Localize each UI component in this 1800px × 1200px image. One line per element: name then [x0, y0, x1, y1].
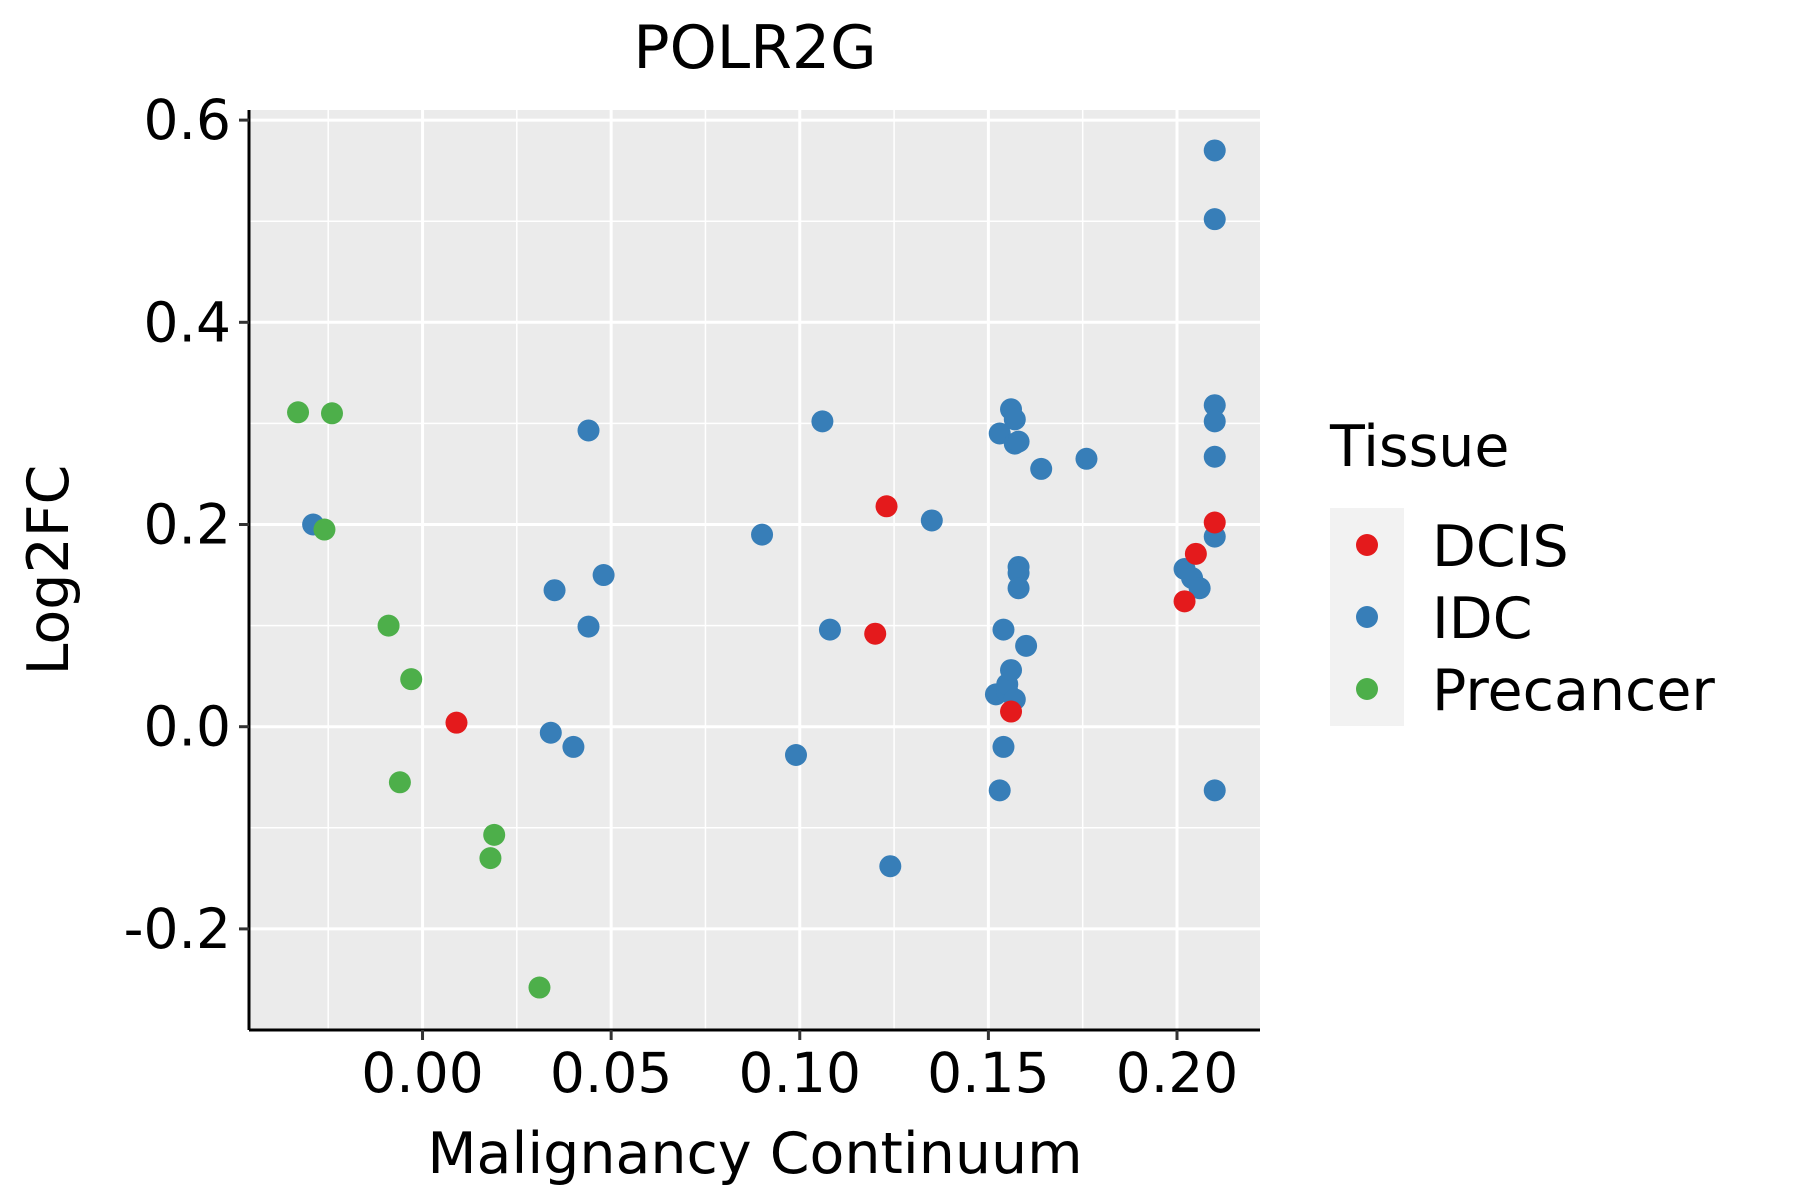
legend-key-precancer	[1356, 678, 1378, 700]
legend-label-precancer: Precancer	[1432, 658, 1715, 724]
y-axis-title: Log2FC	[16, 465, 82, 676]
point-precancer	[483, 823, 506, 846]
point-idc	[1015, 634, 1038, 657]
x-tick-label: 0.00	[361, 1041, 483, 1105]
point-precancer	[479, 847, 502, 870]
legend-key-dcis	[1356, 534, 1378, 556]
y-tick-label: 0.0	[144, 695, 231, 759]
axis-ticks: 0.00 0.05 0.10 0.15 0.20 -0.2 0.0 0.2 0.4 0.6	[124, 88, 1239, 1105]
point-idc	[1203, 779, 1226, 802]
point-idc	[811, 410, 834, 433]
point-dcis	[875, 495, 898, 518]
point-idc	[992, 735, 1015, 758]
point-idc	[1203, 394, 1226, 417]
y-tick-label: -0.2	[124, 897, 231, 961]
point-idc	[1203, 208, 1226, 231]
point-idc	[818, 618, 841, 641]
point-precancer	[528, 976, 551, 999]
point-idc	[1007, 430, 1030, 453]
point-precancer	[320, 402, 343, 425]
point-idc	[1203, 139, 1226, 162]
point-idc	[543, 579, 566, 602]
legend-title: Tissue	[1329, 414, 1510, 480]
point-dcis	[1184, 542, 1207, 565]
point-idc	[1003, 408, 1026, 431]
point-precancer	[313, 518, 336, 541]
point-idc	[988, 779, 1011, 802]
x-tick-label: 0.15	[927, 1041, 1049, 1105]
point-idc	[1075, 447, 1098, 470]
point-idc	[920, 509, 943, 532]
y-tick-label: 0.4	[144, 290, 231, 354]
point-idc	[1203, 410, 1226, 433]
point-idc	[1030, 457, 1053, 480]
point-idc	[1203, 445, 1226, 468]
point-idc	[577, 419, 600, 442]
plot-panel	[249, 110, 1260, 1030]
point-idc	[539, 721, 562, 744]
point-dcis	[1173, 590, 1196, 613]
y-tick-label: 0.2	[144, 493, 231, 557]
point-idc	[1007, 577, 1030, 600]
point-idc	[879, 855, 902, 878]
point-precancer	[377, 614, 400, 637]
x-tick-label: 0.10	[739, 1041, 861, 1105]
x-tick-label: 0.05	[550, 1041, 672, 1105]
point-dcis	[1203, 511, 1226, 534]
point-idc	[1188, 577, 1211, 600]
point-precancer	[287, 401, 310, 424]
point-idc	[562, 735, 585, 758]
point-dcis	[864, 622, 887, 645]
point-idc	[784, 744, 807, 767]
x-axis-title: Malignancy Continuum	[427, 1121, 1082, 1187]
point-dcis	[1000, 700, 1023, 723]
data-points	[287, 139, 1226, 999]
point-idc	[577, 615, 600, 638]
point-idc	[1000, 659, 1023, 682]
point-idc	[592, 564, 615, 587]
chart-title: POLR2G	[633, 13, 876, 83]
y-tick-label: 0.6	[144, 88, 231, 152]
legend-label-dcis: DCIS	[1432, 514, 1569, 580]
point-precancer	[400, 668, 423, 691]
legend-key-idc	[1356, 606, 1378, 628]
point-idc	[751, 523, 774, 546]
point-precancer	[388, 771, 411, 794]
point-idc	[1007, 562, 1030, 585]
x-tick-label: 0.20	[1116, 1041, 1238, 1105]
point-idc	[992, 618, 1015, 641]
point-dcis	[445, 711, 468, 734]
legend-label-idc: IDC	[1432, 586, 1533, 652]
